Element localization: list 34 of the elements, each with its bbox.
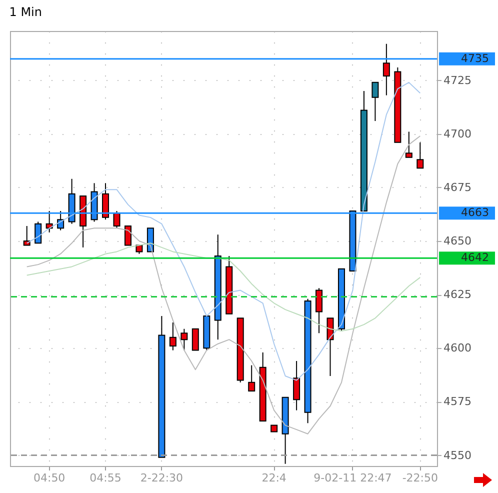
candlestick	[113, 210, 120, 229]
candlestick	[124, 226, 132, 246]
y-tick-label: 4650	[444, 234, 472, 248]
x-tick-label: -22:50	[402, 472, 438, 484]
ref-line-label: 4735	[461, 52, 489, 65]
y-tick-label: 4625	[444, 288, 472, 302]
candlestick	[192, 328, 199, 351]
candlestick	[248, 364, 256, 392]
y-tick-label: 4575	[444, 395, 472, 408]
candlestick	[23, 226, 30, 246]
candlestick	[382, 43, 390, 96]
candlestick	[326, 318, 334, 376]
x-tick-label: 22:4	[262, 472, 286, 484]
y-tick-label: 4675	[444, 180, 472, 194]
x-tick-label: 2-22:30	[140, 472, 184, 484]
ref-line-label: 4663	[461, 206, 489, 220]
y-tick-label: 4600	[444, 342, 472, 355]
y-tick-label: 4550	[444, 448, 472, 462]
ref-line-label: 4642	[461, 251, 489, 264]
candlestick	[180, 328, 188, 351]
candlestick	[102, 182, 110, 220]
x-tick-label: 9-02-11 22:47	[314, 472, 392, 484]
candlestick	[34, 221, 42, 244]
x-tick-label: 04:55	[90, 472, 122, 484]
candlestick	[293, 360, 300, 411]
candlestick	[405, 131, 412, 158]
chart-title: 1 Min	[9, 5, 42, 19]
y-tick-label: 4725	[444, 74, 472, 87]
y-tick-label: 4700	[444, 127, 472, 140]
candlestick	[416, 142, 424, 169]
candlestick	[316, 288, 323, 334]
candlestick	[169, 322, 176, 351]
x-tick-label: 04:50	[33, 472, 66, 484]
candlestick	[372, 82, 379, 122]
